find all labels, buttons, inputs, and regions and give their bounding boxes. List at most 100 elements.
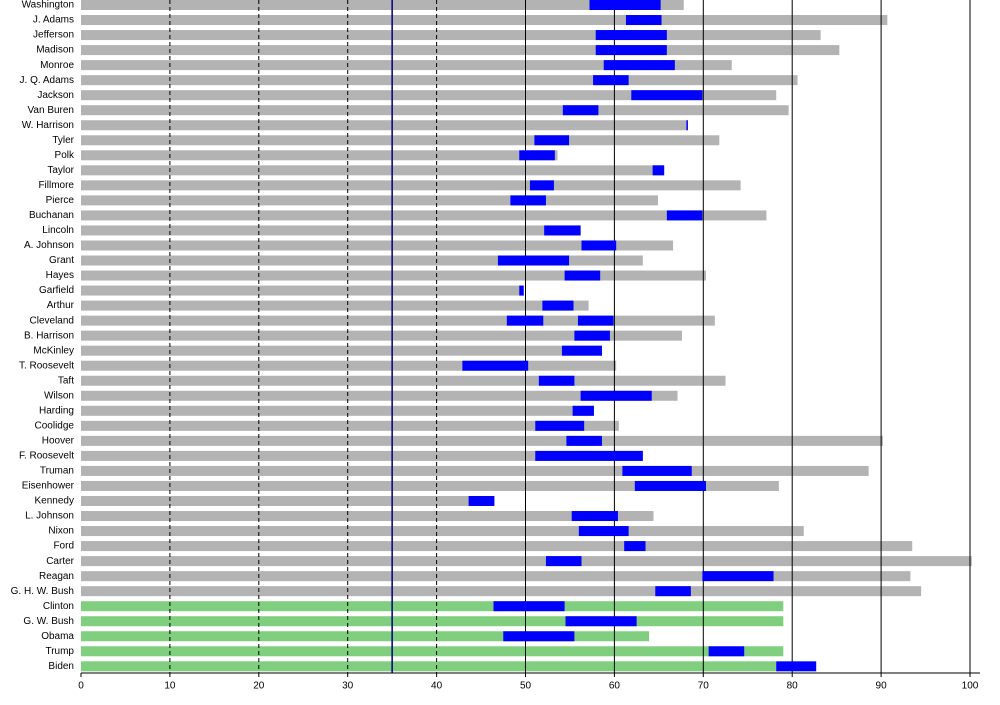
- y-tick-label: Nixon: [48, 526, 74, 537]
- y-tick-label: Eisenhower: [22, 481, 75, 492]
- y-tick-label: Coolidge: [35, 420, 75, 431]
- y-tick-label: B. Harrison: [24, 330, 74, 341]
- term-bar: [572, 405, 594, 416]
- y-tick-label: Fillmore: [38, 180, 74, 191]
- y-tick-label: Taft: [58, 375, 74, 386]
- y-tick-label: Grant: [49, 255, 74, 266]
- term-bar: [574, 330, 610, 341]
- x-tick-label: 0: [78, 681, 84, 692]
- y-tick-label: Polk: [55, 150, 75, 161]
- y-tick-label: Obama: [41, 631, 74, 642]
- lifespan-bar: [81, 300, 589, 311]
- term-bar: [519, 285, 524, 296]
- y-tick-label: J. Adams: [33, 15, 74, 26]
- term-bar: [702, 571, 774, 582]
- x-tick-label: 30: [342, 681, 354, 692]
- term-bar: [534, 135, 570, 146]
- lifespan-bar: [81, 165, 665, 176]
- term-bar: [565, 616, 637, 627]
- y-tick-label: Garfield: [39, 285, 74, 296]
- y-tick-label: L. Johnson: [25, 511, 74, 522]
- term-bar: [561, 345, 602, 356]
- term-bar: [503, 631, 575, 642]
- term-bar: [462, 360, 529, 371]
- term-bar: [542, 300, 574, 311]
- y-tick-label: Washington: [22, 0, 74, 11]
- term-bar: [595, 45, 667, 56]
- lifespan-bar: [81, 646, 784, 657]
- lifespan-bar: [81, 360, 617, 371]
- y-tick-label: Biden: [48, 661, 74, 672]
- y-tick-label: McKinley: [33, 345, 74, 356]
- x-tick-label: 80: [787, 681, 799, 692]
- term-bar: [578, 526, 629, 537]
- lifespan-bar: [81, 30, 821, 41]
- term-bar: [519, 150, 555, 161]
- term-bar: [652, 165, 665, 176]
- term-bar: [562, 105, 599, 116]
- y-tick-label: W. Harrison: [22, 120, 74, 131]
- y-tick-label: Wilson: [44, 390, 74, 401]
- x-tick-label: 90: [876, 681, 888, 692]
- x-tick-label: 60: [609, 681, 621, 692]
- y-tick-label: G. H. W. Bush: [11, 586, 74, 597]
- y-tick-label: Taylor: [47, 165, 74, 176]
- lifespan-bar: [81, 60, 732, 71]
- y-tick-label: Carter: [46, 556, 74, 567]
- lifespan-bar: [81, 465, 869, 476]
- lifespan-bar: [81, 75, 798, 86]
- x-tick-label: 50: [520, 681, 532, 692]
- lifespan-bar: [81, 345, 602, 356]
- y-tick-label: Kennedy: [35, 496, 74, 507]
- term-bar: [686, 120, 688, 131]
- term-bar: [564, 270, 601, 281]
- term-bar: [497, 255, 570, 266]
- term-bar: [506, 315, 544, 326]
- lifespan-bar: [81, 495, 495, 506]
- term-bar: [776, 661, 817, 672]
- y-tick-label: Monroe: [40, 60, 74, 71]
- lifespan-bar: [81, 661, 777, 672]
- x-tick-label: 100: [962, 681, 979, 692]
- term-bar: [595, 30, 667, 41]
- lifespan-bar: [81, 45, 840, 56]
- y-tick-label: Lincoln: [42, 225, 74, 236]
- term-bar: [625, 15, 662, 26]
- term-bar: [538, 375, 575, 386]
- lifespan-bar: [81, 450, 643, 461]
- term-bar: [589, 0, 661, 10]
- lifespan-bar: [81, 511, 654, 522]
- y-tick-label: Reagan: [39, 571, 74, 582]
- y-tick-label: Van Buren: [27, 105, 74, 116]
- lifespan-bar: [81, 135, 720, 146]
- lifespan-bar: [81, 15, 888, 26]
- term-bar: [493, 601, 565, 612]
- lifespan-bar: [81, 90, 777, 101]
- lifespan-bar: [81, 270, 706, 281]
- y-tick-label: Hayes: [46, 270, 74, 281]
- lifespan-bar: [81, 210, 767, 221]
- lifespan-bar: [81, 616, 784, 627]
- term-bar: [577, 315, 614, 326]
- lifespan-bar: [81, 631, 650, 642]
- term-bar: [631, 90, 703, 101]
- lifespan-bar: [81, 195, 658, 206]
- x-tick-label: 70: [698, 681, 710, 692]
- term-bar: [581, 240, 617, 251]
- y-tick-label: A. Johnson: [24, 240, 74, 251]
- y-tick-label: J. Q. Adams: [20, 75, 74, 86]
- lifespan-bar: [81, 150, 558, 161]
- term-bar: [655, 586, 691, 597]
- term-bar: [510, 195, 546, 206]
- lifespan-bar: [81, 285, 524, 296]
- y-tick-label: Jefferson: [33, 30, 74, 41]
- y-tick-label: G. W. Bush: [23, 616, 74, 627]
- y-tick-label: Jackson: [37, 90, 74, 101]
- x-tick-label: 20: [253, 681, 265, 692]
- y-tick-label: Tyler: [52, 135, 74, 146]
- y-tick-label: Pierce: [46, 195, 75, 206]
- term-bar: [666, 210, 703, 221]
- lifespan-bar: [81, 240, 674, 251]
- term-bar: [535, 420, 585, 431]
